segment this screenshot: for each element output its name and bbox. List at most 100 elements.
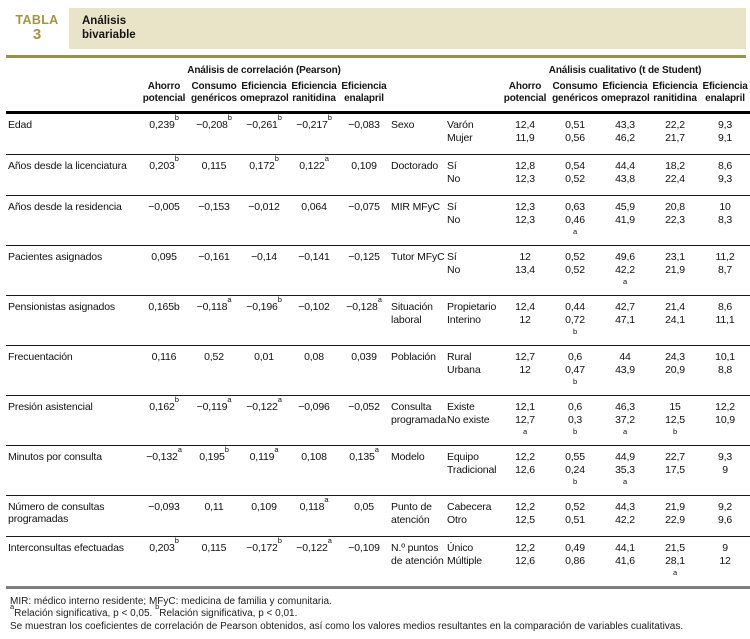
pearson-value: −0,141: [289, 245, 339, 295]
value-line: 21,4: [665, 300, 685, 313]
student-value: 12,4 12: [500, 295, 550, 345]
pearson-value: −0,261b: [239, 112, 289, 154]
value-text: 0,239: [149, 118, 175, 131]
value-text: 0,162: [149, 400, 175, 413]
value-line: 24,1: [665, 313, 685, 326]
value-text: 0,118: [299, 500, 325, 513]
pearson-value: 0,172b: [239, 154, 289, 195]
column-header: Eficiencia ranitidina: [291, 80, 337, 104]
value-text: 0,115: [201, 159, 227, 172]
pearson-value: −0,161: [189, 245, 239, 295]
spacer-cell: [6, 79, 139, 113]
student-value: 12,2 12,5: [500, 495, 550, 536]
qualitative-variable: MIR MFyC: [391, 200, 440, 213]
table-row: Presión asistencial 0,162b −0,119a −0,122a −…: [6, 395, 750, 445]
student-value: 0,54 0,52: [550, 154, 600, 195]
value-line: 44: [619, 350, 631, 363]
value-line: 0,52: [565, 263, 585, 276]
value-text: 0,119: [249, 450, 275, 463]
student-value: 45,9 41,9: [600, 195, 650, 245]
category-label: Interino: [447, 313, 481, 326]
value-line: 22,7: [665, 450, 685, 463]
footnote-abbreviations: MIR: médico interno residente; MFyC: med…: [10, 595, 332, 607]
group-header-pearson: Análisis de correlación (Pearson): [187, 64, 341, 76]
value-line: 8,6: [717, 159, 733, 172]
value-line: 37,2: [615, 413, 635, 426]
student-value: 21,5 28,1 a: [650, 536, 700, 587]
value-text: 0,095: [151, 250, 177, 263]
value-line: 12: [519, 363, 531, 376]
value-line: 46,2: [615, 131, 635, 144]
student-value: 23,1 21,9: [650, 245, 700, 295]
value-text: −0,261: [246, 118, 278, 131]
qualitative-variable: Sexo: [391, 118, 415, 131]
significance-marker: b: [174, 113, 179, 123]
significance-marker: a: [673, 567, 678, 577]
value-line: 0,56: [565, 131, 585, 144]
table-row: Número de consultas programadas −0,093 0,1…: [6, 495, 750, 536]
value-line: 12,3: [515, 213, 535, 226]
value-text: −0,118: [196, 300, 228, 313]
spacer-cell: [389, 79, 500, 113]
student-value: 43,3 46,2: [600, 112, 650, 154]
value-text: −0,012: [248, 200, 280, 213]
value-line: 12,2: [515, 500, 535, 513]
significance-marker: b: [174, 536, 179, 546]
qualitative-variable: Tutor MFyC: [391, 250, 445, 263]
table-title-box: Análisis bivariable: [69, 8, 746, 49]
column-header: Eficiencia ranitidina: [652, 80, 698, 104]
spacer-cell: [6, 58, 139, 79]
value-line: 11,1: [715, 313, 735, 326]
student-value: 42,7 47,1: [600, 295, 650, 345]
value-text: 0,172: [249, 159, 275, 172]
value-line: 0,47: [565, 363, 585, 376]
column-header-row: Ahorro potencial Consumo genéricos Efici…: [6, 79, 750, 113]
value-line: 0,54: [565, 159, 585, 172]
row-variable: Minutos por consulta: [8, 450, 102, 463]
student-value: 44,3 42,2: [600, 495, 650, 536]
student-value: 18,2 22,4: [650, 154, 700, 195]
pearson-value: −0,118a: [189, 295, 239, 345]
value-text: −0,122: [296, 541, 328, 554]
student-value: 0,63 0,46 a: [550, 195, 600, 245]
category-label: Propietario: [447, 300, 497, 313]
value-text: 0,203: [149, 541, 175, 554]
pearson-value: 0,109: [239, 495, 289, 536]
value-line: 0,6: [567, 400, 583, 413]
value-line: 9,3: [717, 450, 733, 463]
pearson-value: 0,162b: [139, 395, 189, 445]
row-variable: Años desde la residencia: [8, 200, 122, 213]
value-line: 9,3: [717, 118, 733, 131]
table-tag-number: 3: [32, 26, 42, 44]
student-value: 22,2 21,7: [650, 112, 700, 154]
pearson-value: −0,012: [239, 195, 289, 245]
category-label: No: [447, 213, 461, 226]
value-line: 0,55: [565, 450, 585, 463]
student-value: 9,3 9: [700, 445, 750, 495]
value-line: 43,9: [615, 363, 635, 376]
pearson-value: −0,172b: [239, 536, 289, 587]
value-line: 0,63: [565, 200, 585, 213]
value-text: 0,109: [251, 500, 277, 513]
value-text: −0,119: [196, 400, 228, 413]
value-line: 12,7: [515, 350, 535, 363]
value-line: 21,5: [665, 541, 685, 554]
value-line: 12,4: [515, 300, 535, 313]
value-line: 12,3: [515, 172, 535, 185]
value-line: 0,52: [565, 172, 585, 185]
row-variable: Interconsultas efectuadas: [8, 541, 124, 554]
value-text: 0,135: [349, 450, 375, 463]
value-line: 10,9: [715, 413, 735, 426]
value-line: 12,6: [515, 554, 535, 567]
value-line: 8,8: [717, 363, 733, 376]
value-text: 0,08: [304, 350, 324, 363]
significance-marker: b: [277, 536, 282, 546]
qualitative-categories: Único Múltiple: [445, 536, 500, 587]
category-label: Rural: [447, 350, 472, 363]
category-label: Sí: [447, 159, 457, 172]
table-row: Años desde la residencia −0,005 −0,153 −0,0…: [6, 195, 750, 245]
value-line: 22,2: [665, 118, 685, 131]
value-line: 21,7: [665, 131, 685, 144]
pearson-value: −0,14: [239, 245, 289, 295]
figure-header: TABLA 3 Análisis bivariable: [14, 8, 746, 49]
